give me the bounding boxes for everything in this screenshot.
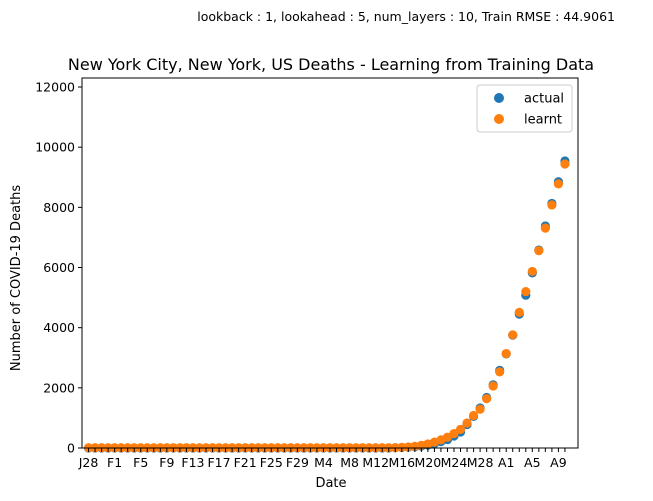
y-tick-label: 12000 [35,80,75,95]
point-learnt [534,246,544,256]
y-tick-label: 4000 [43,320,75,335]
point-learnt [495,367,505,377]
x-tick-label: A9 [550,455,567,470]
legend: actual learnt [476,84,573,133]
x-axis: J28 F1 F5 F9 F13 F17 F21 F25 F29 M4 M8 M12 M16 M20 M24… [78,448,567,470]
x-tick-label: M20 [415,455,442,470]
legend-label-learnt: learnt [524,113,562,128]
x-tick-label: M24 [441,455,468,470]
x-tick-label: J28 [78,455,99,470]
point-learnt [482,394,492,404]
x-tick-label: M8 [340,455,359,470]
y-tick-label: 2000 [43,380,75,395]
point-learnt [462,418,472,428]
x-tick-label: M12 [362,455,389,470]
point-learnt [553,179,564,189]
point-learnt [468,410,479,421]
y-axis: 0 2000 4000 6000 8000 10000 12000 [35,80,82,456]
point-learnt [514,307,524,317]
point-learnt [540,223,550,233]
y-tick-label: 6000 [43,260,75,275]
point-learnt [508,330,518,340]
x-tick-label: M4 [314,455,333,470]
x-tick-label: F21 [234,455,257,470]
point-learnt [455,424,466,434]
legend-label-actual: actual [524,92,564,107]
legend-marker-actual [494,93,504,103]
x-tick-label: F1 [107,455,122,470]
point-learnt [527,266,537,277]
hyperparameter-header: lookback : 1, lookahead : 5, num_layers … [197,9,615,24]
x-tick-label: F13 [181,455,204,470]
chart-title: New York City, New York, US Deaths - Lea… [68,55,594,74]
point-learnt [449,428,459,439]
legend-marker-learnt [494,114,504,124]
plot-area [82,78,578,448]
plot-frame [82,78,578,448]
y-axis-label: Number of COVID-19 Deaths [9,185,24,372]
x-tick-label: M16 [388,455,415,470]
x-axis-label: Date [315,476,346,491]
y-tick-label: 8000 [43,200,75,215]
y-tick-label: 10000 [35,140,75,155]
x-tick-label: F29 [286,455,309,470]
point-learnt [547,200,557,210]
point-learnt [521,286,531,297]
x-tick-label: F17 [207,455,230,470]
x-tick-label: F5 [133,455,148,470]
y-tick-label: 0 [67,441,75,456]
point-learnt [397,442,407,452]
x-tick-label: M28 [467,455,494,470]
x-tick-label: A5 [524,455,541,470]
x-tick-label: A1 [498,455,515,470]
point-learnt [475,404,485,414]
point-learnt [501,348,511,359]
point-learnt [560,159,570,169]
x-tick-label: F9 [159,455,174,470]
point-learnt [488,381,498,391]
x-tick-label: F25 [260,455,283,470]
